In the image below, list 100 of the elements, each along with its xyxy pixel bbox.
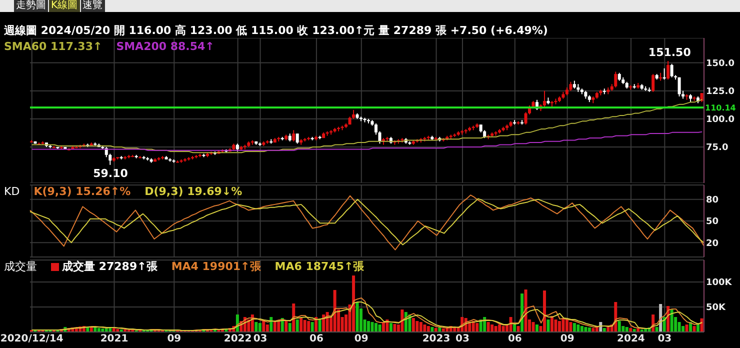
bar xyxy=(288,323,292,332)
y-tick-label: 125.0 xyxy=(706,87,734,98)
y-tick-label: 50K xyxy=(706,303,727,314)
line-series xyxy=(31,98,703,154)
annotation: 59.10 xyxy=(92,166,129,180)
bar xyxy=(476,323,479,332)
bar xyxy=(490,324,494,332)
candlestick xyxy=(685,94,688,100)
bar xyxy=(393,324,396,332)
text: MA4 19901↑張 xyxy=(171,260,261,273)
bar xyxy=(430,327,434,332)
bar xyxy=(516,326,520,332)
bar xyxy=(682,326,685,332)
chart-title: KD xyxy=(4,185,20,198)
x-tick-label: 09 xyxy=(167,333,182,344)
bar xyxy=(572,323,576,332)
x-tick-label: 09 xyxy=(560,333,574,344)
bar xyxy=(486,322,490,332)
text: K線圖 xyxy=(49,0,80,12)
bar xyxy=(266,324,269,332)
bar xyxy=(546,320,550,332)
bar xyxy=(502,326,505,332)
text: 走勢圖 xyxy=(14,0,48,12)
bar xyxy=(692,326,696,332)
candlestick xyxy=(296,133,299,144)
bar xyxy=(419,322,422,332)
bar xyxy=(370,322,374,332)
x-tick-label: 06 xyxy=(508,333,522,344)
bar xyxy=(303,320,306,332)
candlestick xyxy=(670,63,674,78)
x-tick-label: 06 xyxy=(309,333,324,344)
bar xyxy=(292,304,296,332)
bar xyxy=(423,324,426,332)
y-tick-label: 100.0 xyxy=(706,115,734,126)
candlestick xyxy=(554,98,558,105)
text: 速覽 xyxy=(80,0,105,12)
bar xyxy=(554,320,558,332)
x-tick-label: 03 xyxy=(658,333,672,344)
text: MA6 18745↑張 xyxy=(274,260,364,273)
x-tick-label: 2024 xyxy=(617,333,645,344)
bar xyxy=(625,327,628,332)
bar xyxy=(374,323,378,332)
bar xyxy=(542,290,546,332)
bar xyxy=(412,318,415,332)
y-tick-label: 75.0 xyxy=(706,143,728,154)
bar xyxy=(685,324,688,332)
x-tick-label: 03 xyxy=(253,333,268,344)
bar xyxy=(284,321,288,332)
candlestick xyxy=(292,130,296,142)
bar xyxy=(258,323,262,332)
candlestick xyxy=(542,90,546,108)
bar xyxy=(254,322,258,332)
bar xyxy=(576,324,580,332)
x-tick-label: 2020/12/14 xyxy=(0,333,64,344)
bar xyxy=(296,320,299,332)
bar xyxy=(565,320,568,332)
bar xyxy=(356,302,359,332)
bar xyxy=(273,322,276,332)
legend-label: 成交量 27289↑張 xyxy=(61,260,158,273)
bar xyxy=(426,326,430,332)
bar xyxy=(318,320,322,332)
series-label: D(9,3) 19.69↓% xyxy=(144,185,242,198)
bar xyxy=(513,324,516,332)
x-tick-label: 03 xyxy=(456,333,470,344)
chart-title: 成交量 xyxy=(4,260,37,273)
bar xyxy=(352,276,356,332)
x-tick-label: 2023 xyxy=(422,333,450,344)
bar xyxy=(378,324,382,332)
candlestick xyxy=(614,71,618,88)
series-label: K(9,3) 15.26↑% xyxy=(34,185,131,198)
x-tick-label: 2022 xyxy=(224,333,252,344)
y-tick-label: 20 xyxy=(706,238,719,249)
bar xyxy=(367,321,370,332)
bar xyxy=(524,290,528,332)
bar xyxy=(584,327,588,332)
bar xyxy=(416,321,419,332)
bar xyxy=(333,290,336,332)
x-tick-label: 09 xyxy=(354,333,368,344)
bar xyxy=(307,321,310,332)
bar xyxy=(310,322,314,332)
bar xyxy=(606,327,610,332)
y-tick-label: 50 xyxy=(706,217,719,228)
bar xyxy=(389,323,392,332)
bar xyxy=(580,326,584,332)
bar xyxy=(536,324,538,332)
text: SMA200 88.54↑ xyxy=(116,40,214,53)
y-tick-label: 150.0 xyxy=(706,58,734,69)
bar xyxy=(400,310,404,332)
bar xyxy=(277,321,280,332)
bar xyxy=(670,310,674,332)
chart-title: 週線圖 2024/05/20 開 116.00 高 123.00 低 115.00 收 123.00↑元 量 27289 張 +7.50 (+6.49%) xyxy=(4,24,548,37)
bar xyxy=(532,322,535,332)
bar xyxy=(494,326,498,332)
bar xyxy=(618,321,621,332)
x-tick-label: 2021 xyxy=(100,333,128,344)
bar xyxy=(550,316,554,332)
bar xyxy=(498,324,502,332)
annotation: 151.50 xyxy=(648,46,691,60)
bar xyxy=(300,318,303,332)
bar xyxy=(558,321,561,332)
